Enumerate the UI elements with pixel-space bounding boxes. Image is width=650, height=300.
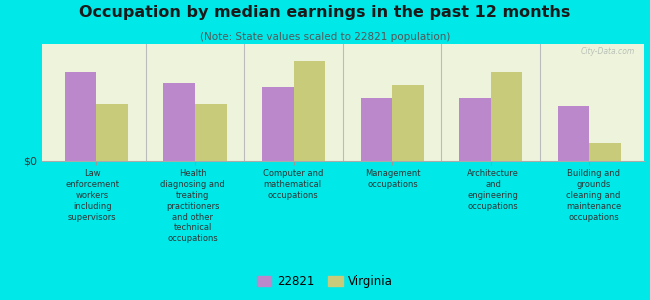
Text: Architecture
and
engineering
occupations: Architecture and engineering occupations — [467, 169, 519, 211]
Bar — [392, 85, 424, 160]
Text: Building and
grounds
cleaning and
maintenance
occupations: Building and grounds cleaning and mainte… — [566, 169, 621, 221]
Bar — [262, 87, 294, 160]
Bar — [590, 143, 621, 160]
Legend: 22821, Virginia: 22821, Virginia — [252, 270, 398, 292]
Bar — [164, 82, 195, 160]
Bar — [491, 72, 522, 160]
Bar — [96, 104, 128, 160]
Bar — [361, 98, 392, 160]
Bar — [294, 61, 325, 160]
Bar — [195, 104, 227, 160]
Text: Management
occupations: Management occupations — [365, 169, 421, 189]
Text: City-Data.com: City-Data.com — [580, 47, 634, 56]
Text: (Note: State values scaled to 22821 population): (Note: State values scaled to 22821 popu… — [200, 32, 450, 41]
Text: Health
diagnosing and
treating
practitioners
and other
technical
occupations: Health diagnosing and treating practitio… — [160, 169, 225, 243]
Text: Law
enforcement
workers
including
supervisors: Law enforcement workers including superv… — [66, 169, 120, 221]
Text: Occupation by median earnings in the past 12 months: Occupation by median earnings in the pas… — [79, 4, 571, 20]
Bar — [65, 72, 96, 160]
Text: Computer and
mathematical
occupations: Computer and mathematical occupations — [263, 169, 323, 200]
Bar — [459, 98, 491, 160]
Bar — [558, 106, 590, 160]
